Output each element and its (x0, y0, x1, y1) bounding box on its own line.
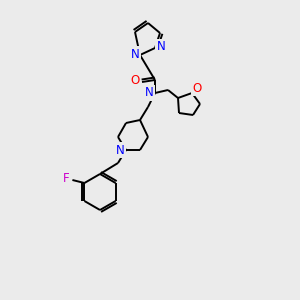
Text: N: N (157, 40, 165, 53)
Text: O: O (130, 74, 140, 88)
Text: N: N (116, 143, 124, 157)
Text: O: O (192, 82, 202, 94)
Text: N: N (130, 47, 140, 61)
Text: N: N (145, 86, 153, 100)
Text: F: F (63, 172, 70, 185)
